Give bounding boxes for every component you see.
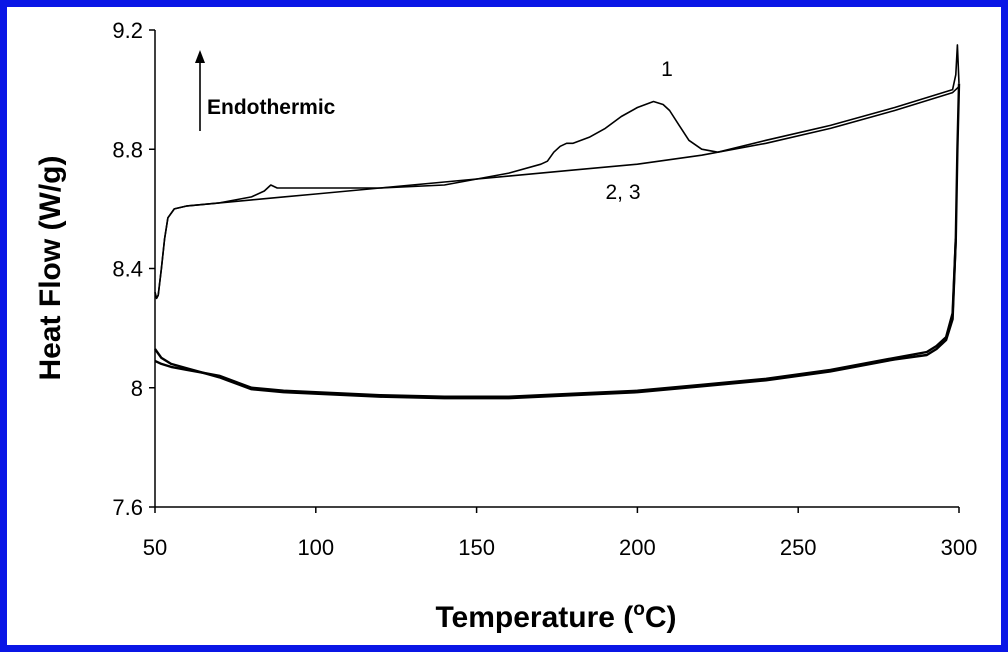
curve-1-label: 1 xyxy=(661,58,673,81)
x-tick-label: 200 xyxy=(619,535,656,560)
y-tick-label: 7.6 xyxy=(112,495,143,520)
axes: 7.6 8 8.4 8.8 9.2 50 100 150 200 250 300 xyxy=(112,18,977,560)
x-axis-title-suffix: C) xyxy=(645,601,677,634)
series-line-2 xyxy=(154,86,960,300)
y-tick-label: 9.2 xyxy=(112,18,143,43)
series-line-4 xyxy=(154,238,957,400)
y-tick-label: 8.8 xyxy=(112,137,143,162)
x-tick-label: 150 xyxy=(458,535,495,560)
x-tick-label: 100 xyxy=(297,535,334,560)
labels: 1 2, 3 Endothermic Temperature (oC) Heat… xyxy=(34,50,677,634)
y-tick-label: 8.4 xyxy=(112,257,143,282)
x-axis-title: Temperature (oC) xyxy=(435,599,676,634)
curve-2-3-label: 2, 3 xyxy=(605,181,640,204)
y-tick-label: 8 xyxy=(131,376,143,401)
x-axis-title-super: o xyxy=(633,599,645,620)
curves xyxy=(154,44,961,400)
x-tick-label: 250 xyxy=(780,535,817,560)
y-axis-title: Heat Flow (W/g) xyxy=(34,156,67,381)
endothermic-label: Endothermic xyxy=(207,96,336,119)
series-line-3 xyxy=(154,83,961,398)
x-tick-label: 50 xyxy=(143,535,167,560)
x-tick-label: 300 xyxy=(941,535,978,560)
x-axis-title-main: Temperature ( xyxy=(435,601,633,634)
endothermic-arrow-head xyxy=(195,50,205,63)
